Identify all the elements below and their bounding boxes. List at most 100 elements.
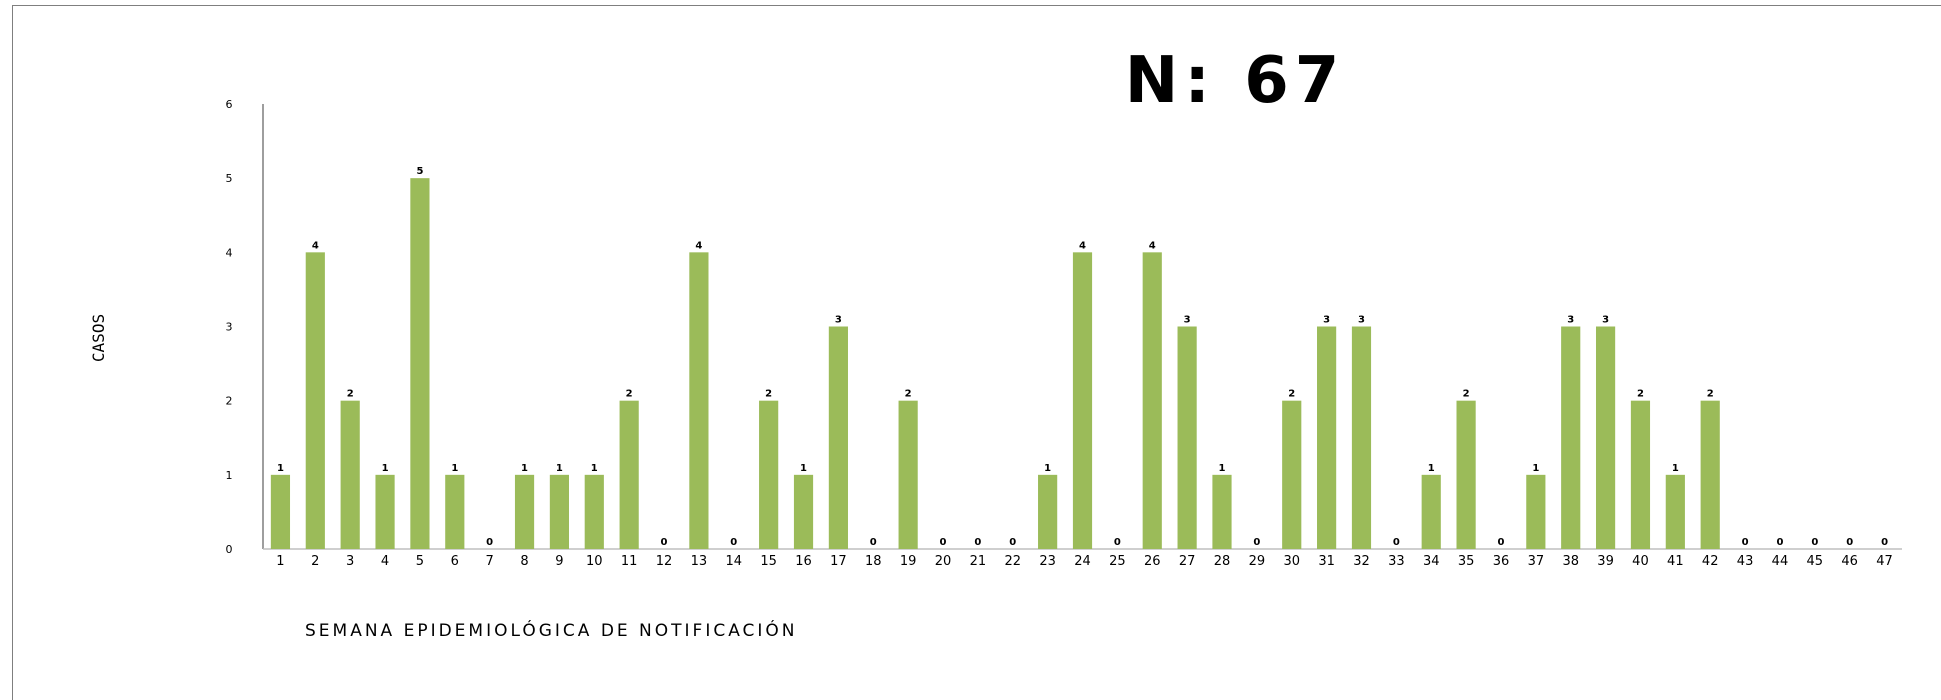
- bar: [759, 400, 779, 549]
- bar: [689, 252, 709, 550]
- bar: [1561, 326, 1581, 549]
- x-tick-label: 35: [1458, 554, 1475, 569]
- bar: [375, 474, 395, 549]
- x-tick-label: 43: [1737, 554, 1754, 569]
- data-label: 2: [765, 389, 772, 400]
- x-tick-label: 6: [451, 554, 459, 569]
- data-label: 0: [1776, 537, 1783, 548]
- x-axis-label: SEMANA EPIDEMIOLÓGICA DE NOTIFICACIÓN: [305, 619, 798, 641]
- data-label: 2: [1707, 389, 1714, 400]
- x-tick-label: 27: [1179, 554, 1196, 569]
- x-tick-label: 8: [520, 554, 528, 569]
- data-label: 0: [1811, 537, 1818, 548]
- data-label: 2: [1288, 389, 1295, 400]
- data-label: 0: [661, 537, 668, 548]
- bar: [1700, 400, 1720, 549]
- data-label: 2: [626, 389, 633, 400]
- data-label: 2: [1463, 389, 1470, 400]
- x-tick-label: 23: [1039, 554, 1056, 569]
- bar: [1456, 400, 1476, 549]
- y-tick-label: 5: [226, 172, 233, 185]
- bars: [270, 178, 1720, 550]
- x-tick-label: 37: [1528, 554, 1545, 569]
- x-tick-label: 21: [970, 554, 987, 569]
- x-tick-label: 5: [416, 554, 424, 569]
- bar: [584, 474, 604, 549]
- x-axis-ticks: 1 2 3 4 5 6 7 8 9 10 11 12 13 14 15 16 17 18 19 20 21 22 23 24 2…: [276, 554, 1893, 569]
- data-label: 5: [416, 166, 423, 177]
- data-label: 0: [730, 537, 737, 548]
- x-tick-label: 4: [381, 554, 389, 569]
- data-label: 0: [1253, 537, 1260, 548]
- bar: [619, 400, 639, 549]
- data-label: 2: [347, 389, 354, 400]
- x-tick-label: 10: [586, 554, 603, 569]
- x-tick-label: 22: [1004, 554, 1021, 569]
- data-label: 4: [1079, 240, 1086, 251]
- data-label: 0: [1393, 537, 1400, 548]
- data-label: 3: [835, 315, 842, 326]
- x-tick-label: 46: [1841, 554, 1858, 569]
- x-tick-label: 19: [900, 554, 917, 569]
- y-tick-label: 3: [226, 321, 233, 334]
- x-tick-label: 41: [1667, 554, 1684, 569]
- data-label: 3: [1602, 315, 1609, 326]
- data-label: 1: [451, 463, 458, 474]
- data-labels: 1 4 2 1 5 1 0 1 1 1 2 0 4 0 2 1 3 0 2 0 0 0 1 4 0 4 3 1 0 2 3 3 0 1 2 0 1 3 3 2…: [277, 166, 1888, 548]
- x-tick-label: 44: [1772, 554, 1789, 569]
- data-label: 1: [521, 463, 528, 474]
- x-tick-label: 36: [1493, 554, 1510, 569]
- x-tick-label: 34: [1423, 554, 1440, 569]
- data-label: 3: [1184, 315, 1191, 326]
- x-tick-label: 24: [1074, 554, 1091, 569]
- data-label: 1: [1044, 463, 1051, 474]
- x-tick-label: 9: [555, 554, 563, 569]
- bar: [1665, 474, 1685, 549]
- x-tick-label: 42: [1702, 554, 1719, 569]
- bar: [410, 178, 430, 549]
- data-label: 1: [1672, 463, 1679, 474]
- bar: [1526, 474, 1546, 549]
- data-label: 0: [1846, 537, 1853, 548]
- x-tick-label: 20: [935, 554, 952, 569]
- x-tick-label: 14: [726, 554, 743, 569]
- x-tick-label: 11: [621, 554, 638, 569]
- bar: [1177, 326, 1197, 549]
- data-label: 2: [1637, 389, 1644, 400]
- x-tick-label: 40: [1632, 554, 1649, 569]
- data-label: 0: [1009, 537, 1016, 548]
- bar: [445, 474, 465, 549]
- data-label: 0: [1742, 537, 1749, 548]
- y-axis-label: CASOS: [89, 314, 108, 362]
- x-tick-label: 25: [1109, 554, 1126, 569]
- x-tick-label: 12: [656, 554, 673, 569]
- y-tick-label: 4: [226, 246, 233, 259]
- x-tick-label: 15: [760, 554, 777, 569]
- x-tick-label: 28: [1214, 554, 1231, 569]
- bar: [270, 474, 291, 549]
- y-axis-ticks: 0 1 2 3 4 5 6: [226, 98, 233, 556]
- data-label: 1: [591, 463, 598, 474]
- data-label: 1: [1532, 463, 1539, 474]
- x-tick-label: 26: [1144, 554, 1161, 569]
- y-tick-label: 0: [226, 543, 233, 556]
- x-tick-label: 38: [1562, 554, 1579, 569]
- data-label: 3: [1567, 315, 1574, 326]
- data-label: 4: [312, 240, 319, 251]
- bar: [340, 400, 360, 549]
- bar: [898, 400, 918, 549]
- bar: [1038, 474, 1058, 549]
- x-tick-label: 3: [346, 554, 354, 569]
- y-tick-label: 6: [226, 98, 233, 111]
- x-tick-label: 18: [865, 554, 882, 569]
- bar: [828, 326, 848, 549]
- x-tick-label: 31: [1318, 554, 1335, 569]
- data-label: 1: [556, 463, 563, 474]
- chart-frame: [12, 5, 1941, 700]
- data-label: 0: [974, 537, 981, 548]
- data-label: 0: [1497, 537, 1504, 548]
- data-label: 0: [486, 537, 493, 548]
- x-tick-label: 29: [1249, 554, 1266, 569]
- x-tick-label: 7: [486, 554, 494, 569]
- data-label: 0: [940, 537, 947, 548]
